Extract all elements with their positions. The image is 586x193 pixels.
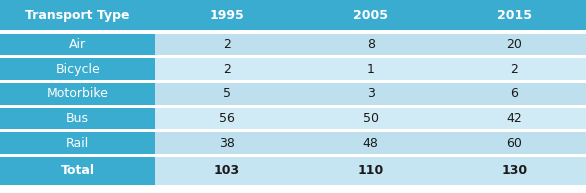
Text: 3: 3	[367, 87, 374, 100]
Bar	[442, 157, 586, 185]
Text: 2: 2	[510, 63, 518, 76]
Text: 2: 2	[223, 38, 231, 51]
Text: 20: 20	[506, 38, 522, 51]
Text: 56: 56	[219, 112, 235, 125]
Text: 8: 8	[367, 38, 374, 51]
Text: 130: 130	[501, 164, 527, 177]
Text: 2005: 2005	[353, 9, 388, 22]
Bar	[442, 0, 586, 30]
Bar	[155, 108, 299, 129]
Bar	[155, 157, 299, 185]
Text: 38: 38	[219, 137, 235, 150]
Bar	[155, 34, 299, 55]
Bar	[299, 0, 442, 30]
Text: Transport Type: Transport Type	[25, 9, 130, 22]
Bar	[0, 0, 155, 30]
Text: Bicycle: Bicycle	[55, 63, 100, 76]
Text: 103: 103	[214, 164, 240, 177]
Bar	[299, 83, 442, 105]
Bar	[0, 34, 155, 55]
Bar	[155, 0, 299, 30]
Bar	[155, 58, 299, 80]
Text: 60: 60	[506, 137, 522, 150]
Bar	[299, 132, 442, 154]
Text: 48: 48	[363, 137, 379, 150]
Bar	[442, 132, 586, 154]
Text: 5: 5	[223, 87, 231, 100]
Bar	[155, 83, 299, 105]
Text: 50: 50	[363, 112, 379, 125]
Text: 1995: 1995	[210, 9, 244, 22]
Text: Air: Air	[69, 38, 86, 51]
Text: 110: 110	[357, 164, 384, 177]
Bar	[442, 83, 586, 105]
Bar	[0, 108, 155, 129]
Bar	[442, 58, 586, 80]
Bar	[0, 132, 155, 154]
Bar	[299, 108, 442, 129]
Bar	[0, 58, 155, 80]
Text: Total: Total	[60, 164, 95, 177]
Bar	[442, 108, 586, 129]
Text: 1: 1	[367, 63, 374, 76]
Bar	[0, 157, 155, 185]
Text: Bus: Bus	[66, 112, 89, 125]
Bar	[0, 83, 155, 105]
Text: Motorbike: Motorbike	[47, 87, 108, 100]
Text: Rail: Rail	[66, 137, 89, 150]
Text: 6: 6	[510, 87, 518, 100]
Bar	[155, 132, 299, 154]
Bar	[299, 157, 442, 185]
Bar	[299, 58, 442, 80]
Bar	[442, 34, 586, 55]
Bar	[299, 34, 442, 55]
Text: 2015: 2015	[497, 9, 532, 22]
Text: 42: 42	[506, 112, 522, 125]
Text: 2: 2	[223, 63, 231, 76]
